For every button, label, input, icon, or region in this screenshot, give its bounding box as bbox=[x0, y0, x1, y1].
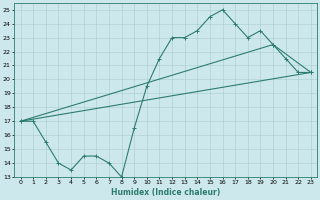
X-axis label: Humidex (Indice chaleur): Humidex (Indice chaleur) bbox=[111, 188, 220, 197]
